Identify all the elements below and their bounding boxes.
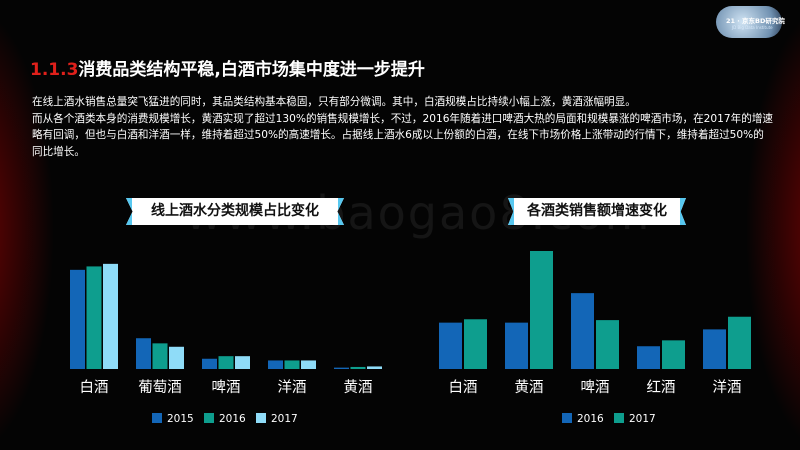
section-number: 1.1.3 bbox=[30, 60, 79, 80]
bar-0-啤酒-2017 bbox=[235, 356, 250, 369]
category-label: 白酒 bbox=[449, 379, 478, 396]
logo-subtext: JD Big Data Institute bbox=[732, 25, 773, 30]
category-label: 啤酒 bbox=[212, 379, 241, 396]
bar-1-黄酒-2017 bbox=[530, 251, 553, 369]
bar-1-啤酒-2017 bbox=[596, 320, 619, 369]
right-chart-title: 各酒类销售额增速变化 bbox=[508, 198, 686, 225]
category-label: 红酒 bbox=[647, 379, 676, 396]
bar-0-洋酒-2017 bbox=[301, 360, 316, 369]
legend-label-2016: 2016 bbox=[577, 413, 604, 425]
bar-0-洋酒-2016 bbox=[284, 360, 300, 369]
page-title: 1.1.3消费品类结构平稳,白酒市场集中度进一步提升 bbox=[30, 55, 425, 80]
bar-0-黄酒-2017 bbox=[367, 366, 382, 369]
legend-swatch-2017 bbox=[614, 413, 624, 423]
category-label: 啤酒 bbox=[581, 379, 610, 396]
bar-1-白酒-2016 bbox=[439, 322, 462, 369]
bar-0-啤酒-2015 bbox=[202, 358, 217, 369]
legend-label-2015: 2015 bbox=[167, 413, 194, 425]
legend-label-2017: 2017 bbox=[271, 413, 298, 425]
category-label: 黄酒 bbox=[515, 379, 544, 396]
bar-0-黄酒-2015 bbox=[334, 367, 349, 369]
bar-1-白酒-2017 bbox=[464, 319, 487, 369]
category-label: 洋酒 bbox=[713, 379, 742, 396]
bar-1-洋酒-2016 bbox=[703, 329, 726, 369]
bar-0-白酒-2015 bbox=[70, 269, 85, 369]
bar-0-葡萄酒-2017 bbox=[169, 346, 184, 369]
bar-0-啤酒-2016 bbox=[218, 356, 234, 369]
bar-0-葡萄酒-2015 bbox=[136, 338, 151, 369]
legend-label-2017: 2017 bbox=[629, 413, 656, 425]
bar-1-洋酒-2017 bbox=[728, 316, 751, 369]
legend-swatch-2015 bbox=[152, 413, 162, 423]
bar-0-白酒-2017 bbox=[103, 263, 118, 369]
bar-1-红酒-2017 bbox=[662, 340, 685, 369]
paragraph-1: 在线上酒水销售总量突飞猛进的同时，其品类结构基本稳固，只有部分微调。其中，白酒规… bbox=[32, 96, 636, 108]
bar-0-黄酒-2016 bbox=[350, 366, 366, 369]
logo-text: 21 · 京东BD研究院 bbox=[726, 17, 785, 25]
category-label: 白酒 bbox=[80, 379, 109, 396]
bar-0-洋酒-2015 bbox=[268, 360, 283, 369]
legend-swatch-2016 bbox=[562, 413, 572, 423]
category-label: 洋酒 bbox=[278, 379, 307, 396]
intro-text: 在线上酒水销售总量突飞猛进的同时，其品类结构基本稳固，只有部分微调。其中，白酒规… bbox=[32, 94, 774, 160]
brand-logo: 21 · 京东BD研究院 JD Big Data Institute bbox=[716, 6, 785, 38]
category-label: 黄酒 bbox=[344, 379, 373, 396]
legend-swatch-2016 bbox=[204, 413, 214, 423]
legend-swatch-2017 bbox=[256, 413, 266, 423]
title-text: 消费品类结构平稳,白酒市场集中度进一步提升 bbox=[78, 60, 425, 80]
bar-1-啤酒-2016 bbox=[571, 293, 594, 369]
category-label: 葡萄酒 bbox=[138, 379, 182, 396]
bar-0-葡萄酒-2016 bbox=[152, 343, 168, 369]
legend-label-2016: 2016 bbox=[219, 413, 246, 425]
bar-1-红酒-2016 bbox=[637, 346, 660, 369]
paragraph-2: 而从各个酒类本身的消费规模增长，黄酒实现了超过130%的销售规模增长，不过，20… bbox=[32, 112, 774, 158]
bar-1-黄酒-2016 bbox=[505, 322, 528, 369]
bar-0-白酒-2016 bbox=[86, 266, 102, 369]
